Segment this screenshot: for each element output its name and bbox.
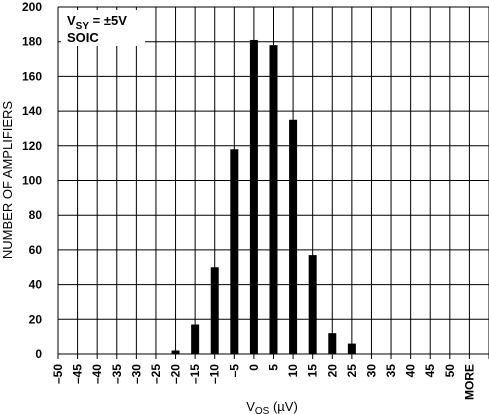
annotation-supply: VSY = ±5V <box>67 13 127 32</box>
x-tick-label: –10 <box>208 364 222 384</box>
annotation-package: SOIC <box>67 30 99 45</box>
x-tick-label: 40 <box>404 364 418 378</box>
x-tick-label: –15 <box>188 364 202 384</box>
x-tick-label: –25 <box>149 364 163 384</box>
annotation-supply-main: V <box>67 13 76 28</box>
annotation-supply-sub: SY <box>76 21 90 32</box>
x-axis-title-sub: OS <box>255 406 270 414</box>
x-axis-title: VOS (µV) <box>246 399 298 414</box>
y-tick-label: 160 <box>22 69 42 83</box>
x-tick-label: –35 <box>110 364 124 384</box>
x-tick-label: 50 <box>443 364 457 378</box>
x-tick-label: –45 <box>71 364 85 384</box>
y-tick-label: 180 <box>22 35 42 49</box>
y-tick-label: 120 <box>22 139 42 153</box>
x-tick-label: 45 <box>423 364 437 378</box>
x-axis-title-main: V <box>246 399 255 414</box>
y-tick-label: 200 <box>22 0 42 14</box>
histogram-bar <box>269 45 278 355</box>
histogram-bar <box>289 119 298 355</box>
x-tick-label: 20 <box>325 364 339 378</box>
x-tick-label: 15 <box>306 364 320 378</box>
x-tick-label: 0 <box>247 364 261 371</box>
y-tick-label: 40 <box>29 278 43 292</box>
x-tick-label: 35 <box>384 364 398 378</box>
x-tick-label: –40 <box>90 364 104 384</box>
x-axis-title-unit: (µV) <box>269 399 297 414</box>
annotation-box <box>61 10 145 46</box>
histogram-bar <box>191 324 200 354</box>
y-tick-label: 140 <box>22 104 42 118</box>
y-tick-labels: 0 20 40 60 80 100 120 140 160 180 200 <box>22 0 42 361</box>
histogram-bar <box>328 333 337 354</box>
bars <box>171 39 356 355</box>
x-tick-label: 10 <box>286 364 300 378</box>
histogram-bar <box>210 267 219 354</box>
y-tick-label: 80 <box>29 208 43 222</box>
x-tick-label: –20 <box>169 364 183 384</box>
x-tick-label: 25 <box>345 364 359 378</box>
y-tick-label: 0 <box>35 347 42 361</box>
x-tick-label: 5 <box>267 364 281 371</box>
histogram-bar <box>347 343 356 354</box>
y-tick-label: 100 <box>22 174 42 188</box>
x-tick-label: –5 <box>227 364 241 378</box>
x-tick-label: 30 <box>364 364 378 378</box>
x-tick-labels: –50 –45 –40 –35 –30 –25 –20 –15 –10 –5 0 5 10 15 20 25 3… <box>51 364 476 400</box>
histogram-bar <box>308 255 317 354</box>
x-tick-label: –30 <box>129 364 143 384</box>
histogram-bar <box>230 149 239 354</box>
y-axis-title: NUMBER OF AMPLIFIERS <box>0 101 15 260</box>
histogram-bar <box>249 39 258 355</box>
histogram-bar <box>171 350 180 354</box>
x-tick-label: –50 <box>51 364 65 384</box>
y-tick-label: 60 <box>29 243 43 257</box>
x-tick-label: MORE <box>462 364 476 400</box>
annotation-supply-rest: = ±5V <box>89 13 127 28</box>
y-tick-label: 20 <box>29 312 43 326</box>
